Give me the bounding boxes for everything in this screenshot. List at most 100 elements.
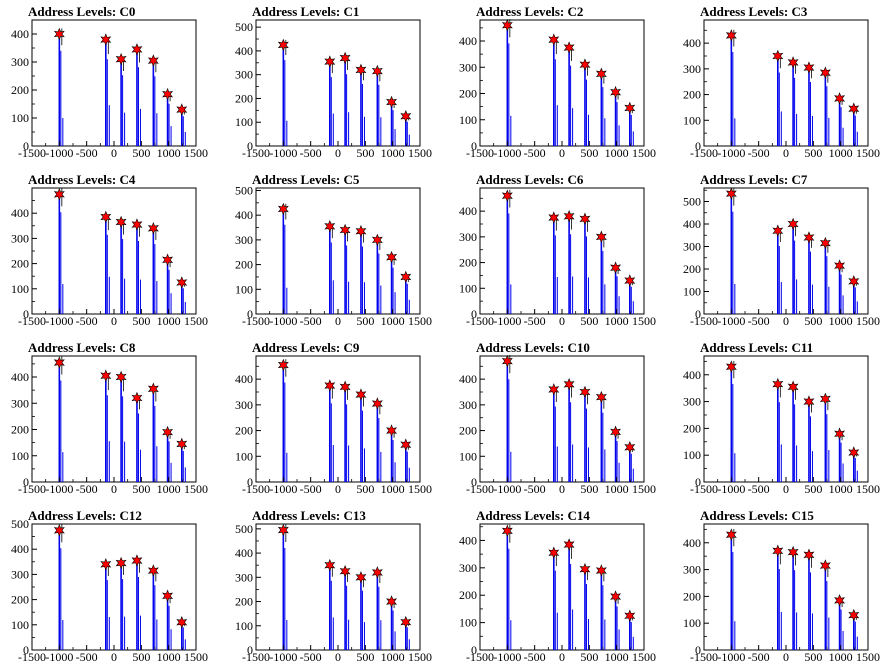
x-tick-label: 1000: [605, 650, 629, 664]
y-tick-label: 300: [11, 231, 29, 245]
x-tick-label: 1500: [408, 482, 432, 496]
star-marker-icon: [277, 38, 289, 52]
star-marker-icon: [386, 595, 398, 608]
x-tick-label: 0: [335, 650, 341, 664]
star-marker-icon: [131, 43, 143, 56]
star-marker-icon: [579, 58, 591, 71]
chart-svg: 0 100 200 300 400 -1500 -1000 -500 0 500 1000 1500: [683, 19, 880, 160]
x-tick-label: -1000: [269, 482, 297, 496]
star-marker-icon: [563, 377, 575, 391]
y-tick-label: 200: [459, 424, 477, 438]
x-tick-label: -500: [748, 146, 770, 160]
x-tick-label: -500: [300, 650, 322, 664]
chart-title: Address Levels: C10: [476, 340, 590, 355]
chart-title: Address Levels: C11: [700, 340, 814, 355]
chart-svg: 0 100 200 300 400 500 -1500 -1000 -500 0 500 1000 15…: [11, 517, 208, 664]
y-tick-label: 100: [235, 115, 253, 129]
chart-panel: 0 100 200 300 400 -1500 -1000 -500 0 500 1000 1500 A…: [448, 168, 672, 336]
star-marker-icon: [548, 546, 560, 560]
y-tick-label: 500: [683, 195, 701, 209]
chart-title: Address Levels: C12: [28, 508, 142, 523]
chart-panel: 0 100 200 300 400 500 -1500 -1000 -500 0 500 1000 15…: [672, 168, 896, 336]
y-tick-label: 400: [459, 204, 477, 218]
x-tick-label: 500: [580, 482, 598, 496]
chart-panel: 0 100 200 300 400 -1500 -1000 -500 0 500 1000 1500 A…: [448, 0, 672, 168]
x-tick-label: -1000: [717, 146, 745, 160]
chart-panel: 0 100 200 300 400 -1500 -1000 -500 0 500 1000 1500 A…: [224, 336, 448, 504]
y-tick-label: 200: [683, 262, 701, 276]
star-marker-icon: [848, 608, 860, 622]
x-tick-label: -500: [748, 650, 770, 664]
x-tick-label: 1000: [829, 482, 853, 496]
y-tick-label: 100: [11, 111, 29, 125]
x-tick-label: 1000: [381, 146, 405, 160]
y-tick-label: 100: [11, 282, 29, 296]
star-marker-icon: [819, 392, 831, 406]
y-tick-label: 400: [459, 34, 477, 48]
star-marker-icon: [162, 589, 174, 603]
y-tick-label: 300: [235, 398, 253, 412]
x-tick-label: 1500: [856, 650, 880, 664]
plot-frame: [255, 19, 421, 147]
x-tick-label: -1500: [18, 650, 46, 664]
y-tick-label: 200: [683, 589, 701, 603]
chart-title: Address Levels: C9: [252, 340, 360, 355]
y-tick-label: 0: [23, 139, 29, 153]
chart-svg: 0 100 200 300 400 500 -1500 -1000 -500 0 500 1000 15…: [235, 522, 432, 664]
star-marker-icon: [563, 538, 575, 551]
y-tick-label: 400: [459, 533, 477, 547]
plot-frame: [703, 355, 869, 483]
x-tick-label: -1000: [45, 650, 73, 664]
star-marker-icon: [162, 425, 174, 439]
x-tick-label: -500: [524, 650, 546, 664]
star-marker-icon: [595, 230, 607, 244]
star-marker-icon: [834, 427, 846, 441]
chart-panel: 0 100 200 300 400 -1500 -1000 -500 0 500 1000 1500 A…: [0, 0, 224, 168]
star-marker-icon: [162, 253, 174, 267]
star-marker-icon: [100, 210, 112, 224]
y-tick-label: 300: [11, 396, 29, 410]
y-tick-label: 100: [683, 113, 701, 127]
star-marker-icon: [400, 270, 412, 284]
x-tick-label: 1000: [381, 314, 405, 328]
y-tick-label: 400: [11, 206, 29, 220]
x-tick-label: 0: [559, 314, 565, 328]
x-tick-label: 0: [559, 482, 565, 496]
y-tick-label: 400: [11, 542, 29, 556]
star-marker-icon: [548, 33, 560, 46]
star-marker-icon: [725, 360, 737, 374]
chart-title: Address Levels: C8: [28, 340, 136, 355]
y-tick-label: 200: [459, 256, 477, 270]
x-tick-label: 500: [356, 650, 374, 664]
star-marker-icon: [624, 609, 636, 623]
x-tick-label: -1500: [242, 314, 270, 328]
y-tick-label: 300: [459, 230, 477, 244]
x-tick-label: -1500: [18, 482, 46, 496]
y-tick-label: 100: [11, 618, 29, 632]
chart-panel: 0 100 200 300 400 -1500 -1000 -500 0 500 1000 1500 A…: [672, 336, 896, 504]
x-tick-label: 0: [335, 314, 341, 328]
star-marker-icon: [787, 545, 799, 559]
x-tick-label: 0: [335, 146, 341, 160]
star-marker-icon: [324, 558, 336, 572]
chart-svg: 0 100 200 300 400 -1500 -1000 -500 0 500 1000 1500: [459, 187, 656, 328]
x-tick-label: 500: [132, 314, 150, 328]
y-tick-label: 200: [683, 88, 701, 102]
star-marker-icon: [400, 438, 412, 452]
y-tick-label: 400: [683, 368, 701, 382]
y-tick-label: 300: [11, 567, 29, 581]
y-tick-label: 200: [235, 595, 253, 609]
x-tick-label: -1500: [18, 314, 46, 328]
x-tick-label: 1000: [605, 482, 629, 496]
x-tick-label: 1500: [408, 146, 432, 160]
chart-title: Address Levels: C5: [252, 172, 360, 187]
star-marker-icon: [787, 380, 799, 394]
y-tick-label: 200: [11, 83, 29, 97]
star-marker-icon: [53, 187, 65, 201]
x-tick-label: -1000: [269, 314, 297, 328]
x-tick-label: 1000: [157, 146, 181, 160]
chart-panel: 0 100 200 300 400 -1500 -1000 -500 0 500 1000 1500 A…: [448, 336, 672, 504]
x-tick-label: 0: [111, 482, 117, 496]
star-marker-icon: [176, 437, 188, 451]
star-marker-icon: [803, 548, 815, 562]
